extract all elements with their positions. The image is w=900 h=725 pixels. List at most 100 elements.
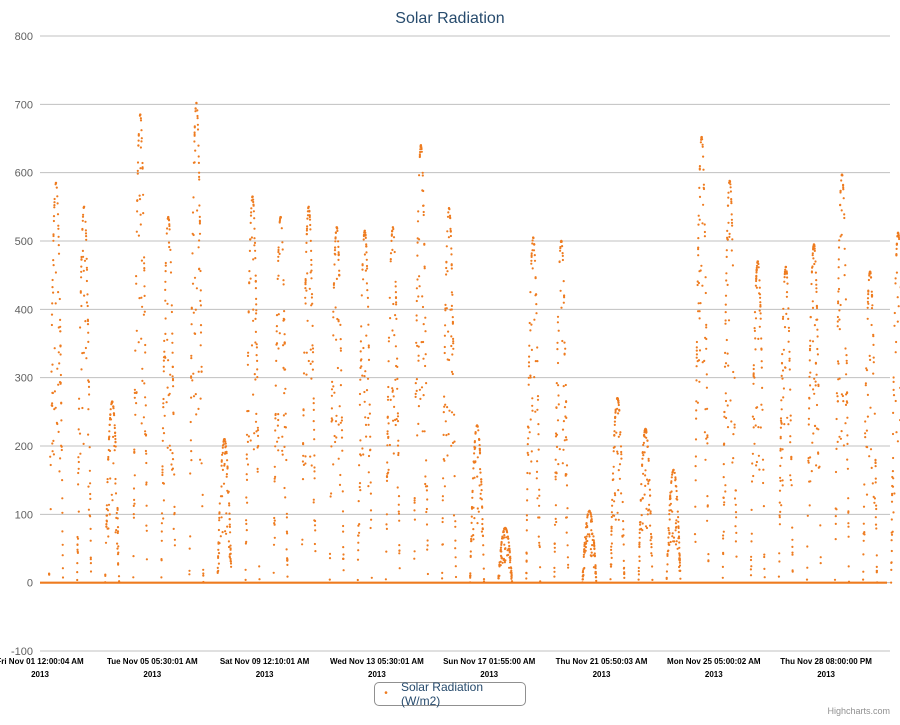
data-point <box>78 461 80 463</box>
data-point <box>305 278 307 280</box>
data-point <box>446 406 448 408</box>
data-point <box>161 471 163 473</box>
data-point <box>835 471 837 473</box>
data-point <box>529 375 531 377</box>
data-point <box>274 537 276 539</box>
data-point <box>758 455 760 457</box>
data-point <box>816 404 818 406</box>
data-point <box>413 558 415 560</box>
data-point <box>864 436 866 438</box>
data-point <box>838 436 840 438</box>
data-point <box>724 490 726 492</box>
data-point <box>840 235 842 237</box>
data-point <box>618 519 620 521</box>
data-point <box>863 483 865 485</box>
data-point <box>509 557 511 559</box>
data-point <box>565 384 567 386</box>
data-point <box>470 556 472 558</box>
data-point <box>144 351 146 353</box>
data-point <box>845 373 847 375</box>
data-point <box>705 276 707 278</box>
data-point <box>361 375 363 377</box>
data-point <box>482 554 484 556</box>
data-point <box>555 518 557 520</box>
data-point <box>763 554 765 556</box>
data-point <box>591 552 593 554</box>
data-point <box>314 524 316 526</box>
data-point <box>80 266 82 268</box>
data-point <box>224 440 226 442</box>
data-point <box>144 295 146 297</box>
data-point <box>815 287 817 289</box>
data-point <box>590 515 592 517</box>
data-point <box>812 257 814 259</box>
data-point <box>727 426 729 428</box>
data-point <box>562 462 564 464</box>
legend-marker-icon: • <box>381 689 391 699</box>
data-point <box>783 281 785 283</box>
data-point <box>309 228 311 230</box>
data-point <box>60 374 62 376</box>
data-point <box>304 287 306 289</box>
data-point <box>759 310 761 312</box>
data-point <box>751 480 753 482</box>
credits-link[interactable]: Highcharts.com <box>827 706 890 716</box>
data-point <box>311 303 313 305</box>
data-point <box>311 464 313 466</box>
data-point <box>51 392 53 394</box>
data-point <box>649 512 651 514</box>
data-point <box>555 406 557 408</box>
data-point <box>87 341 89 343</box>
data-point <box>366 259 368 261</box>
data-point <box>422 174 424 176</box>
data-point <box>174 539 176 541</box>
data-point <box>779 450 781 452</box>
data-point <box>395 303 397 305</box>
data-point <box>226 459 228 461</box>
data-point <box>789 368 791 370</box>
legend[interactable]: • Solar Radiation (W/m2) <box>374 682 526 706</box>
data-point <box>483 581 485 583</box>
legend-label: Solar Radiation (W/m2) <box>401 680 525 708</box>
data-point <box>386 480 388 482</box>
data-point <box>194 126 196 128</box>
data-point <box>193 140 195 142</box>
data-point <box>678 547 680 549</box>
data-point <box>56 195 58 197</box>
data-point <box>815 384 817 386</box>
data-point <box>423 211 425 213</box>
data-point <box>696 357 698 359</box>
data-point <box>190 459 192 461</box>
data-point <box>526 529 528 531</box>
data-point <box>51 324 53 326</box>
data-point <box>195 309 197 311</box>
data-point <box>702 361 704 363</box>
data-point <box>336 278 338 280</box>
data-point <box>750 559 752 561</box>
data-point <box>761 387 763 389</box>
data-point <box>511 580 513 582</box>
data-point <box>140 117 142 119</box>
data-point <box>50 371 52 373</box>
data-point <box>502 562 504 564</box>
data-point <box>58 431 60 433</box>
data-point <box>228 513 230 515</box>
data-point <box>750 568 752 570</box>
data-point <box>819 524 821 526</box>
data-point <box>331 388 333 390</box>
data-point <box>337 259 339 261</box>
data-point <box>530 324 532 326</box>
data-point <box>253 244 255 246</box>
data-point <box>395 291 397 293</box>
data-point <box>844 264 846 266</box>
data-point <box>138 235 140 237</box>
data-point <box>273 572 275 574</box>
data-point <box>848 581 850 583</box>
data-point <box>145 481 147 483</box>
data-point <box>386 475 388 477</box>
data-point <box>362 347 364 349</box>
data-point <box>310 240 312 242</box>
peak-point <box>223 438 225 440</box>
data-point <box>106 481 108 483</box>
data-point <box>310 349 312 351</box>
